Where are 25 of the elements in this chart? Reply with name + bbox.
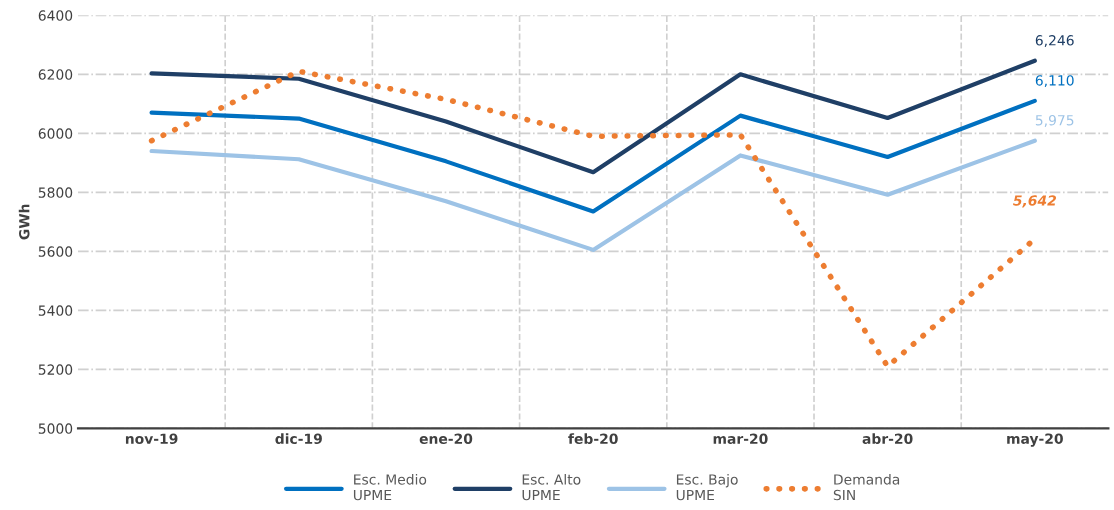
- y-tick-label: 6400: [38, 10, 73, 21]
- x-tick-label: abr-20: [862, 433, 913, 445]
- legend-label: Esc. Bajo UPME: [676, 473, 738, 501]
- y-tick-label: 5200: [38, 364, 73, 375]
- x-tick-label: mar-20: [713, 433, 768, 445]
- line-series: [149, 58, 1037, 175]
- legend-label: Demanda SIN: [833, 473, 900, 501]
- data-label: 6,110: [1035, 75, 1074, 88]
- y-axis-title: GWh: [18, 204, 30, 240]
- y-tick-label: 6200: [38, 69, 73, 80]
- x-tick-label: ene-20: [419, 433, 473, 445]
- data-label: 5,642: [1013, 195, 1057, 208]
- y-tick-label: 5000: [38, 423, 73, 434]
- x-tick-label: feb-20: [568, 433, 618, 445]
- x-tick-label: dic-19: [275, 433, 322, 445]
- y-tick-label: 6000: [38, 128, 73, 139]
- y-tick-label: 5400: [38, 305, 73, 316]
- data-label: 5,975: [1035, 115, 1074, 127]
- legend-label: Esc. Alto UPME: [522, 473, 581, 501]
- x-tick-label: nov-19: [125, 433, 178, 445]
- y-tick-label: 5600: [38, 246, 73, 257]
- legend-label: Esc. Medio UPME: [353, 473, 427, 501]
- x-tick-label: may-20: [1007, 433, 1063, 447]
- data-label: 6,246: [1035, 35, 1074, 47]
- y-tick-label: 5800: [38, 187, 73, 198]
